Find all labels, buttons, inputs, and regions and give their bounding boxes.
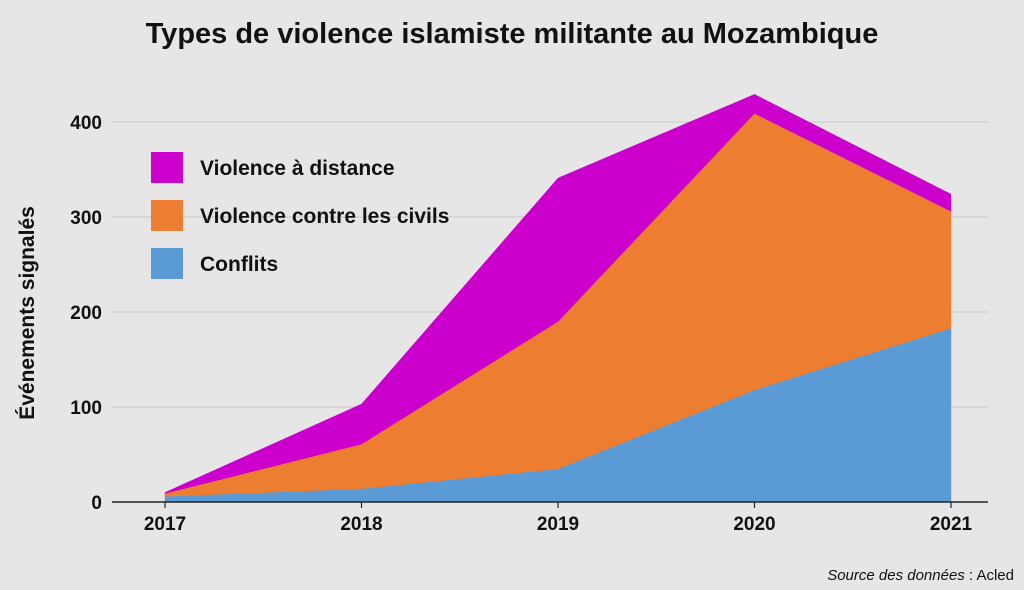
x-tick-label: 2020 <box>733 514 775 535</box>
y-tick-label: 400 <box>70 113 102 134</box>
x-tick-label: 2017 <box>144 514 186 535</box>
y-tick-label: 200 <box>70 303 102 324</box>
area-violence-a-distance <box>164 94 952 494</box>
x-tick-label: 2021 <box>930 514 973 535</box>
chart-title: Types de violence islamiste militante au… <box>146 18 879 50</box>
legend-swatch <box>151 248 183 279</box>
legend-swatch <box>151 200 183 231</box>
legend-label: Conflits <box>200 253 278 276</box>
y-tick-label: 100 <box>70 398 102 419</box>
y-tick-label: 0 <box>91 493 102 514</box>
legend: Violence à distance Violence contre les c… <box>151 152 449 279</box>
area-series <box>164 94 952 503</box>
x-tick-label: 2018 <box>340 514 382 535</box>
x-tick-label: 2019 <box>537 514 579 535</box>
source-note: Source des données : Acled <box>827 567 1014 584</box>
axes: 0 100 200 300 400 2017 2018 2019 2020 2021 <box>70 113 988 535</box>
y-axis-label: Événements signalés <box>16 206 39 420</box>
y-tick-label: 300 <box>70 208 102 229</box>
legend-label: Violence contre les civils <box>200 205 449 228</box>
legend-label: Violence à distance <box>200 157 395 180</box>
legend-swatch <box>151 152 183 183</box>
